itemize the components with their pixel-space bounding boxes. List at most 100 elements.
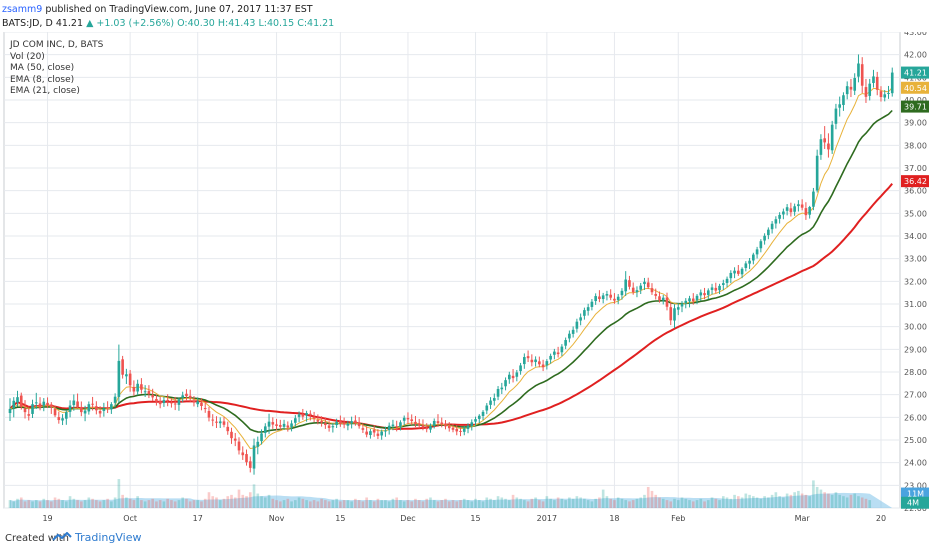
volume-bar	[676, 500, 680, 508]
volume-bar	[808, 496, 811, 508]
candle-body	[767, 229, 770, 236]
candle-body	[845, 86, 849, 95]
candle-body	[143, 391, 147, 393]
volume-bar	[110, 501, 113, 508]
volume-bar	[278, 501, 282, 508]
volume-bar	[31, 501, 34, 508]
candle-body	[312, 416, 316, 419]
candle-body	[23, 408, 27, 413]
volume-bar	[474, 498, 477, 508]
candle-body	[357, 422, 361, 427]
candle-body	[68, 405, 72, 412]
legend-ma50[interactable]: MA (50, close)	[10, 63, 75, 73]
candle-body	[594, 296, 597, 302]
candle-body	[676, 307, 680, 310]
candle-body	[414, 421, 417, 425]
candle-body	[654, 294, 658, 296]
candle-body	[128, 373, 132, 386]
volume-bar	[661, 498, 665, 508]
candle-body	[181, 395, 185, 398]
up-arrow-icon: ▲	[86, 18, 94, 29]
publisher-name[interactable]: zsamm9	[2, 4, 43, 15]
volume-bar	[658, 497, 661, 508]
price-chart[interactable]: 43.0042.0041.0040.0039.0038.0037.0036.00…	[0, 32, 932, 530]
candle-body	[834, 108, 838, 124]
candle-body	[748, 260, 751, 264]
volume-bar	[68, 496, 72, 508]
candle-body	[774, 219, 778, 224]
volume-bar	[857, 496, 860, 508]
volume-tag-label: 11M	[907, 490, 924, 499]
volume-bar	[252, 484, 256, 508]
candle-body	[136, 383, 139, 392]
candle-body	[87, 404, 91, 412]
volume-bar	[635, 498, 639, 508]
candle-body	[173, 403, 177, 405]
tradingview-brand[interactable]: TradingView	[52, 531, 141, 544]
candle-body	[827, 143, 830, 150]
legend-ema21[interactable]: EMA (21, close)	[10, 86, 80, 96]
volume-bar	[211, 496, 215, 508]
candle-body	[601, 295, 605, 300]
volume-bar	[19, 497, 23, 508]
candle-body	[481, 411, 485, 416]
candle-body	[369, 431, 372, 436]
candle-body	[215, 421, 218, 423]
candle-body	[110, 404, 113, 410]
volume-bar	[414, 498, 417, 508]
candle-body	[444, 423, 447, 427]
legend-ema8[interactable]: EMA (8, close)	[10, 74, 75, 85]
candle-body	[579, 317, 582, 321]
candle-body	[635, 290, 639, 293]
candle-body	[740, 268, 744, 275]
candle-body	[192, 400, 196, 403]
legend-volume[interactable]: Vol (20)	[10, 51, 45, 62]
volume-bar	[496, 496, 500, 508]
x-tick-label: 18	[609, 514, 619, 523]
candle-body	[699, 292, 703, 296]
price-tag-label: 39.71	[904, 103, 927, 112]
y-tick-label: 38.00	[904, 141, 927, 150]
y-tick-label: 29.00	[904, 345, 927, 354]
candle-body	[759, 241, 763, 249]
candle-body	[27, 414, 31, 416]
candle-body	[849, 86, 853, 90]
volume-bar	[849, 494, 853, 508]
volume-bar	[759, 498, 763, 508]
candle-body	[530, 359, 534, 363]
volume-bar	[12, 501, 16, 508]
candle-body	[170, 402, 173, 404]
volume-bar	[177, 500, 181, 508]
volume-bar	[583, 498, 586, 508]
volume-bar	[721, 496, 725, 508]
symbol-label: BATS:JD, D	[2, 18, 53, 29]
volume-bar	[417, 500, 421, 508]
volume-bar	[763, 496, 766, 508]
volume-bar	[384, 500, 387, 508]
volume-bar	[38, 501, 42, 508]
candle-body	[440, 422, 444, 425]
candle-body	[583, 310, 586, 316]
candle-body	[590, 301, 594, 307]
y-tick-label: 35.00	[904, 209, 927, 218]
volume-bar	[421, 501, 425, 508]
candle-body	[744, 263, 748, 268]
volume-bar	[354, 498, 357, 508]
legend-title[interactable]: JD COM INC, D, BATS	[10, 40, 104, 50]
volume-bar	[8, 500, 12, 508]
volume-bar	[342, 500, 346, 508]
volume-bar	[767, 497, 770, 508]
candle-body	[538, 361, 541, 365]
volume-bar	[61, 500, 64, 508]
candle-body	[586, 307, 590, 311]
volume-bar	[125, 497, 128, 508]
candle-body	[639, 285, 643, 290]
candle-body	[661, 297, 665, 301]
volume-bar	[436, 501, 440, 508]
candle-body	[556, 352, 560, 355]
volume-bar	[256, 493, 260, 508]
candle-body	[286, 425, 290, 428]
candle-body	[684, 300, 688, 304]
volume-bar	[804, 494, 808, 508]
